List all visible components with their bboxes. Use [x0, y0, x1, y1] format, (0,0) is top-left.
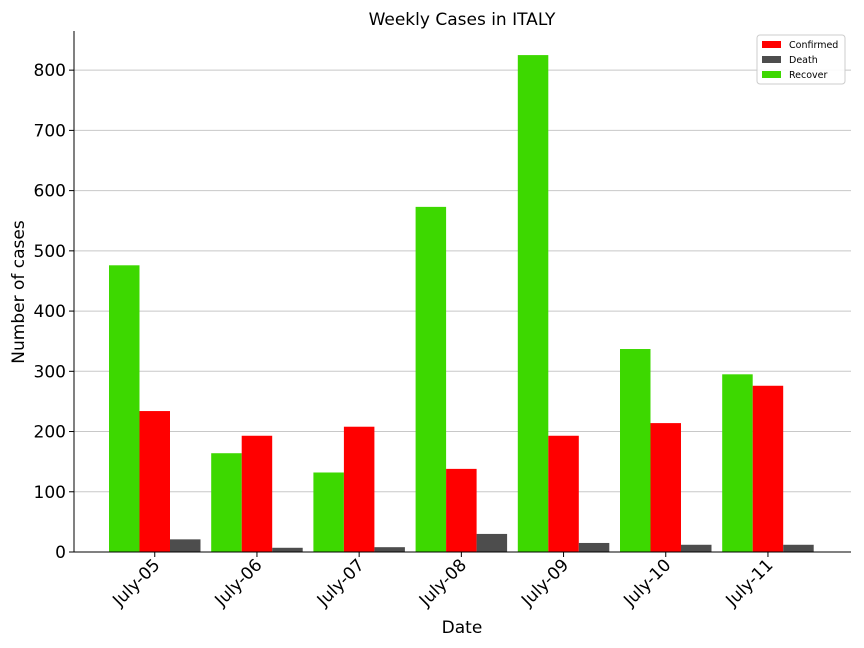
y-tick-label: 800 [34, 61, 66, 81]
bar-confirmed-july-11 [752, 385, 784, 552]
x-tick-label: July-07 [313, 555, 369, 611]
bar-death-july-05 [170, 539, 201, 552]
y-tick-label: 400 [34, 302, 66, 322]
chart-title: Weekly Cases in ITALY [369, 10, 556, 30]
bar-confirmed-july-05 [139, 411, 170, 552]
x-tick-label: July-08 [415, 555, 471, 611]
x-tick-label: July-05 [108, 555, 164, 611]
x-tick-label: July-09 [517, 555, 573, 611]
y-tick-label: 200 [34, 423, 66, 443]
legend-swatch-confirmed [762, 41, 781, 48]
bar-death-july-10 [681, 544, 712, 552]
y-tick-label: 100 [34, 483, 66, 503]
x-tick-label: July-06 [211, 555, 267, 611]
bar-confirmed-july-07 [343, 426, 375, 552]
y-axis-label: Number of cases [9, 220, 29, 364]
bar-recover-july-07 [313, 472, 344, 552]
legend: Confirmed Death Recover [756, 34, 846, 85]
bar-recover-july-10 [620, 349, 651, 552]
y-tick-label: 500 [34, 242, 66, 262]
legend-label-death: Death [789, 55, 818, 66]
bar-recover-july-09 [517, 55, 549, 552]
bar-death-july-06 [272, 547, 303, 552]
x-axis-label: Date [442, 618, 483, 638]
legend-label-recover: Recover [789, 70, 828, 81]
bar-death-july-09 [578, 542, 610, 552]
bars [109, 55, 814, 553]
bar-confirmed-july-08 [446, 468, 477, 552]
x-tick-label: July-10 [619, 555, 675, 611]
bar-recover-july-05 [109, 265, 140, 552]
bar-death-july-11 [783, 544, 814, 552]
y-tick-label: 300 [34, 362, 66, 382]
bar-recover-july-11 [722, 374, 753, 552]
y-tick-label: 0 [55, 543, 66, 563]
y-ticks: 0 100 200 300 400 500 600 700 800 [34, 61, 74, 563]
legend-label-confirmed: Confirmed [789, 40, 838, 51]
bar-confirmed-july-06 [241, 435, 273, 552]
bar-death-july-07 [374, 547, 405, 552]
y-tick-label: 600 [34, 182, 66, 202]
x-tick-label: July-11 [722, 555, 778, 611]
legend-swatch-death [762, 56, 781, 63]
bar-recover-july-06 [211, 453, 242, 552]
x-ticks: July-05 July-06 July-07 July-08 July-09 July-… [108, 552, 777, 611]
bar-confirmed-july-10 [650, 423, 681, 552]
legend-swatch-recover [762, 71, 781, 78]
bar-recover-july-08 [415, 206, 447, 553]
axes [73, 31, 851, 553]
y-tick-label: 700 [34, 121, 66, 141]
gridlines [74, 69, 851, 493]
bar-death-july-08 [476, 533, 508, 552]
bar-confirmed-july-09 [548, 435, 579, 552]
